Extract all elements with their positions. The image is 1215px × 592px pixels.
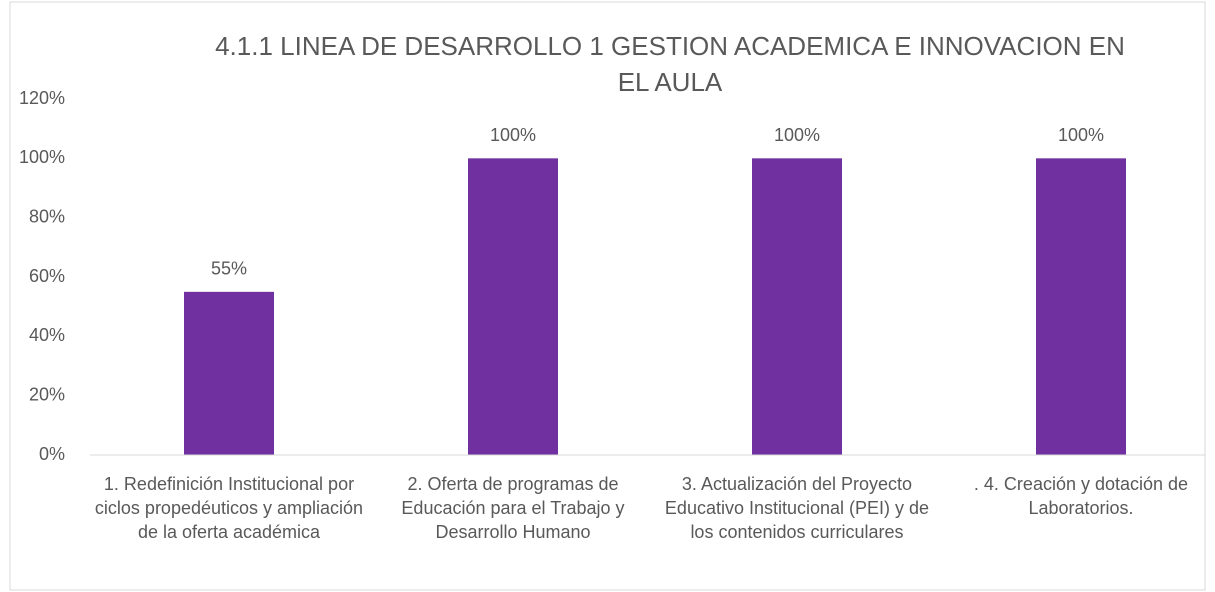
bar xyxy=(1036,158,1126,456)
y-tick-label: 40% xyxy=(29,325,65,345)
chart-title: 4.1.1 LINEA DE DESARROLLO 1 GESTION ACAD… xyxy=(215,31,1125,97)
x-tick-label: 3. Actualización del Proyecto Educativo … xyxy=(664,474,930,542)
bar xyxy=(752,158,842,456)
x-tick-label: . 4. Creación y dotación de Laboratorios… xyxy=(973,474,1189,518)
bar xyxy=(468,158,558,456)
x-tick-label: 2. Oferta de programas de Educación para… xyxy=(401,474,625,542)
data-label: 100% xyxy=(1058,125,1104,145)
y-tick-label: 120% xyxy=(19,88,65,108)
data-label: 100% xyxy=(490,125,536,145)
bar xyxy=(184,291,274,455)
y-tick-label: 0% xyxy=(39,444,65,464)
chart-border xyxy=(9,1,1206,591)
y-tick-label: 20% xyxy=(29,384,65,404)
data-label: 55% xyxy=(211,259,247,279)
y-tick-label: 60% xyxy=(29,266,65,286)
y-tick-label: 80% xyxy=(29,206,65,226)
data-label: 100% xyxy=(774,125,820,145)
x-tick-label: 1. Redefinición Institucional por ciclos… xyxy=(94,474,364,542)
y-tick-label: 100% xyxy=(19,147,65,167)
